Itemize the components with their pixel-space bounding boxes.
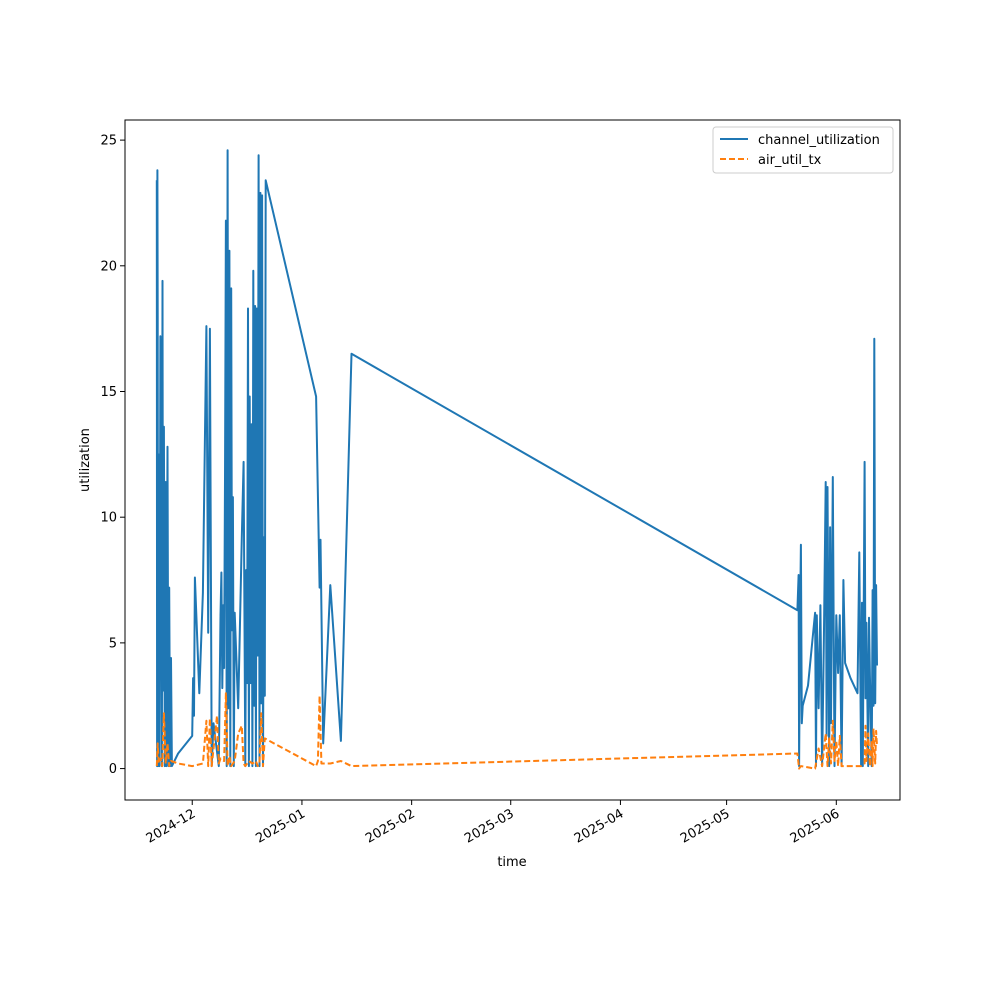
x-tick-label: 2025-06	[788, 806, 843, 846]
y-tick-label: 20	[100, 259, 117, 274]
x-tick-label: 2025-02	[363, 806, 418, 846]
plot-frame	[124, 119, 901, 801]
y-tick-label: 15	[100, 385, 117, 400]
legend-box	[712, 126, 894, 174]
legend-label-channel-utilization: channel_utilization	[758, 133, 880, 148]
x-tick-label: 2025-05	[678, 806, 733, 846]
x-tick-label: 2025-03	[462, 806, 517, 846]
y-axis-ticks: 0 5 10 15 20 25	[100, 134, 125, 777]
legend-label-air-util-tx: air_util_tx	[758, 153, 822, 168]
series-line-air-util-tx	[155, 692, 878, 770]
y-tick-label: 0	[109, 762, 117, 777]
y-tick-label: 10	[100, 511, 117, 526]
y-tick-label: 25	[100, 134, 117, 149]
x-axis-ticks: 2024-12 2025-01 2025-02 2025-03 2025-04 2025-…	[144, 800, 843, 847]
legend: channel_utilization air_util_tx	[712, 126, 894, 174]
y-tick-label: 5	[109, 636, 117, 651]
series-line-channel-utilization	[155, 149, 878, 768]
x-tick-label: 2025-01	[253, 806, 308, 846]
x-tick-label: 2025-04	[572, 806, 627, 846]
x-tick-label: 2024-12	[144, 806, 199, 846]
series-layer	[155, 149, 878, 770]
x-axis-label: time	[497, 855, 526, 870]
y-axis-label: utilization	[78, 428, 93, 492]
